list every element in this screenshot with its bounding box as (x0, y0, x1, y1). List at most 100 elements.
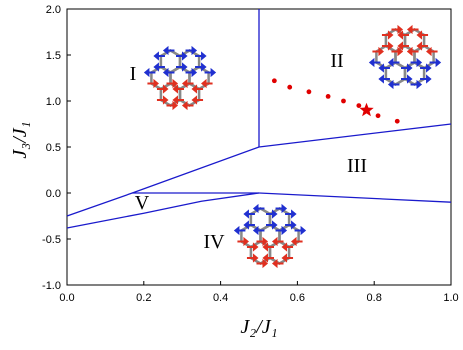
x-tick-label: 0.2 (136, 292, 151, 304)
spin-arrow (204, 67, 217, 78)
phase-boundary (66, 146, 260, 217)
y-tick-label: 0.5 (46, 142, 61, 154)
spin-arrow (191, 95, 204, 105)
region-label: I (130, 63, 137, 85)
x-axis-label: J₂/J₁ (240, 316, 277, 338)
data-point (375, 113, 381, 119)
x-tick-label: 0.8 (367, 292, 382, 304)
data-point (394, 118, 400, 124)
spin-arrow (147, 78, 159, 89)
spin-arrow (406, 46, 419, 57)
spin-arrow (246, 253, 259, 263)
spin-arrow (381, 41, 394, 51)
spin-arrow (387, 57, 400, 68)
region-label: II (330, 50, 343, 72)
region-label: IV (203, 231, 225, 253)
spin-arrow (281, 242, 294, 252)
spin-arrow (256, 258, 269, 269)
spin-arrow (262, 242, 274, 252)
data-point (325, 94, 331, 99)
spin-arrow (275, 225, 288, 236)
spin-arrow (381, 30, 394, 40)
x-tick-label: 0.6 (290, 292, 305, 304)
y-tick-label: 0.0 (46, 188, 61, 200)
spin-arrow (181, 100, 194, 111)
spin-arrow (162, 45, 175, 56)
spin-arrow (426, 46, 438, 57)
spin-arrow (185, 67, 198, 78)
data-point (341, 98, 346, 104)
hexagon (384, 61, 407, 86)
spin-arrow (237, 236, 249, 247)
spin-arrow (181, 78, 194, 89)
spin-arrow (368, 57, 381, 68)
x-tick-label: 1.0 (443, 292, 458, 304)
spin-inset (143, 45, 217, 111)
spin-arrow (156, 95, 169, 105)
x-tick-label: 0.0 (59, 292, 74, 304)
spin-arrow (416, 41, 429, 51)
spin-arrow (378, 63, 390, 73)
hexagon (159, 49, 182, 74)
spin-arrow (391, 46, 404, 57)
spin-arrow (252, 225, 265, 236)
spin-arrow (271, 236, 284, 247)
spin-arrow (285, 209, 297, 219)
spin-inset (368, 24, 442, 90)
spin-arrow (387, 79, 400, 90)
y-tick-label: -1.0 (42, 280, 61, 292)
spin-arrow (420, 63, 432, 73)
region-label: III (347, 155, 367, 177)
spin-arrow (378, 74, 390, 84)
spin-arrow (172, 84, 184, 94)
spin-arrow (281, 253, 294, 263)
spin-arrow (429, 57, 442, 68)
y-tick-label: 1.5 (46, 50, 61, 62)
y-axis-label: J₃/J₁ (9, 121, 31, 158)
spin-arrow (243, 209, 255, 219)
hexagon (249, 207, 272, 232)
spin-arrow (156, 84, 169, 94)
spin-arrow (166, 78, 179, 89)
spin-arrow (291, 236, 303, 247)
data-point (306, 89, 312, 95)
spin-arrow (266, 220, 278, 230)
spin-arrow (372, 46, 384, 57)
spin-arrow (195, 62, 207, 72)
spin-arrow (406, 24, 419, 35)
spin-arrow (401, 63, 413, 73)
spin-arrow (410, 79, 423, 90)
spin-arrow (153, 62, 165, 72)
spin-arrow (172, 95, 184, 105)
spin-arrow (266, 209, 278, 219)
spin-arrow (391, 24, 404, 35)
spin-arrow (176, 62, 188, 72)
phase-boundary (66, 192, 260, 229)
spin-arrow (271, 258, 284, 269)
spin-arrow (410, 57, 423, 68)
spin-arrow (185, 45, 198, 56)
spin-arrow (191, 84, 204, 94)
spin-arrow (294, 225, 307, 236)
phase-boundary (258, 192, 452, 203)
spin-arrow (401, 74, 413, 84)
spin-arrow (420, 74, 432, 84)
star-marker (359, 102, 374, 117)
data-point (287, 84, 293, 90)
spin-arrow (176, 51, 188, 61)
spin-arrow (143, 67, 156, 78)
spin-arrow (233, 225, 246, 236)
y-tick-label: 1.0 (46, 96, 61, 108)
spin-arrow (243, 220, 255, 230)
spin-arrow (162, 67, 175, 78)
spin-inset (233, 203, 307, 269)
spin-arrow (252, 203, 265, 214)
spin-arrow (166, 100, 179, 111)
data-point (356, 103, 362, 108)
spin-arrow (153, 51, 165, 61)
phase-boundary (258, 123, 452, 148)
spin-arrow (275, 203, 288, 214)
data-point (271, 78, 277, 84)
spin-arrow (201, 78, 213, 89)
spin-arrow (195, 51, 207, 61)
